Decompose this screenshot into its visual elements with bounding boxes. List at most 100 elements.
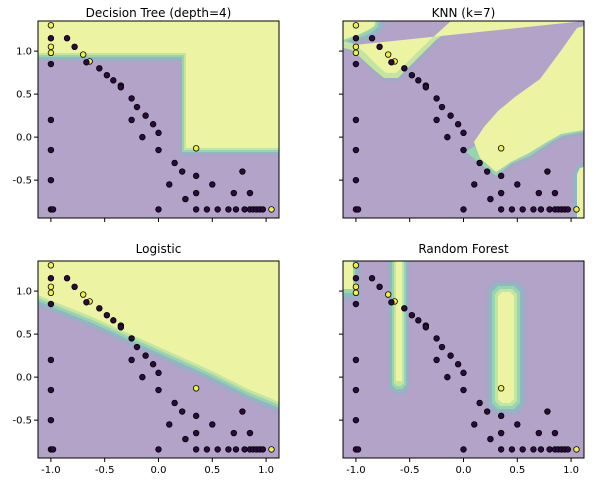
data-point-class-0 [139,373,146,381]
subplot-title: Random Forest [418,242,509,256]
data-point-class-0 [483,168,491,175]
data-point-class-0 [182,435,189,443]
data-point-class-1 [47,43,55,51]
data-point-class-0 [497,429,505,437]
data-point-class-0 [352,35,360,42]
data-point-class-1 [79,51,87,58]
data-point-class-0 [352,416,360,424]
data-point-class-0 [438,103,446,111]
data-point-class-0 [47,275,55,282]
subplot-title: Decision Tree (depth=4) [86,6,232,20]
x-tick-label: 0.5 [204,465,220,476]
data-point-class-0 [83,299,90,306]
y-tick-label: 1.0 [16,47,32,58]
data-point-class-0 [133,103,141,111]
data-point-class-0 [544,408,551,415]
data-point-class-0 [564,206,572,213]
data-point-class-0 [444,373,451,381]
data-point-class-0 [352,60,360,68]
data-point-class-0 [63,275,71,282]
subplot-knn: KNN (k=7) [339,6,585,222]
data-point-class-0 [149,361,157,368]
data-point-class-0 [514,181,521,188]
x-tick-label: -1.0 [346,465,366,476]
data-point-class-0 [444,133,451,141]
data-point-class-0 [142,112,149,119]
data-point-class-0 [47,176,55,184]
y-axis [339,290,343,421]
class-region [498,292,514,403]
data-point-class-0 [368,35,376,42]
x-tick-label: 0.5 [509,465,525,476]
y-tick-label: -0.5 [12,176,32,187]
data-point-class-0 [352,356,360,364]
y-axis [339,50,343,181]
data-point-class-1 [384,51,392,58]
data-point-class-1 [47,289,55,297]
data-point-class-0 [415,317,422,324]
data-point-class-0 [460,386,467,394]
class-region [355,21,584,172]
data-point-class-0 [142,352,149,359]
x-tick-label: -0.5 [95,465,115,476]
data-point-class-0 [433,116,440,124]
data-point-class-0 [408,311,416,319]
class-region [577,167,584,218]
data-point-class-0 [192,206,200,213]
data-point-class-0 [128,335,135,342]
data-point-class-0 [230,429,238,437]
data-point-class-0 [460,146,467,154]
data-point-class-0 [546,206,553,213]
data-point-class-0 [352,116,360,124]
data-point-class-0 [47,416,55,424]
data-point-class-0 [149,121,157,128]
data-point-class-0 [166,181,173,188]
data-point-class-0 [401,305,408,312]
data-point-class-1 [79,291,87,298]
data-point-class-0 [47,356,55,364]
data-point-class-0 [63,35,71,42]
data-point-class-0 [497,412,505,420]
data-point-class-0 [139,133,146,141]
data-point-class-0 [110,77,117,84]
data-point-class-0 [155,446,162,453]
data-point-class-0 [155,386,162,394]
data-point-class-0 [128,356,135,364]
data-point-class-1 [352,43,360,51]
y-axis: 1.0 0.5 0.0 -0.5 [12,287,38,427]
data-point-class-0 [203,446,211,453]
data-point-class-0 [103,71,111,79]
data-point-class-1 [352,22,360,29]
data-point-class-0 [433,356,440,364]
x-axis: -1.0 -0.5 0.0 0.5 1.0 [41,458,274,476]
data-point-class-0 [508,446,516,453]
data-point-class-1 [573,206,580,213]
data-point-class-1 [497,385,505,392]
data-point-class-0 [530,446,537,453]
data-point-class-0 [117,324,125,331]
data-point-class-0 [544,168,551,175]
data-point-class-0 [454,121,462,128]
x-tick-label: 0.0 [456,465,472,476]
data-point-class-0 [354,446,362,453]
data-point-class-0 [422,324,430,331]
data-point-class-0 [232,446,240,453]
data-point-class-0 [166,421,173,428]
data-point-class-0 [352,275,360,282]
data-point-class-0 [178,168,186,175]
x-axis [50,218,267,222]
data-point-class-0 [241,206,248,213]
data-point-class-0 [192,172,200,180]
subplot-title: Logistic [136,242,182,256]
data-point-class-0 [519,206,526,213]
data-point-class-0 [352,386,360,394]
data-point-class-0 [155,206,162,213]
data-point-class-0 [47,146,55,154]
data-point-class-1 [352,262,360,269]
data-point-class-0 [497,189,505,197]
data-point-class-0 [460,446,467,453]
data-point-class-0 [460,129,467,137]
data-point-class-0 [415,77,422,84]
data-point-class-0 [171,159,178,167]
